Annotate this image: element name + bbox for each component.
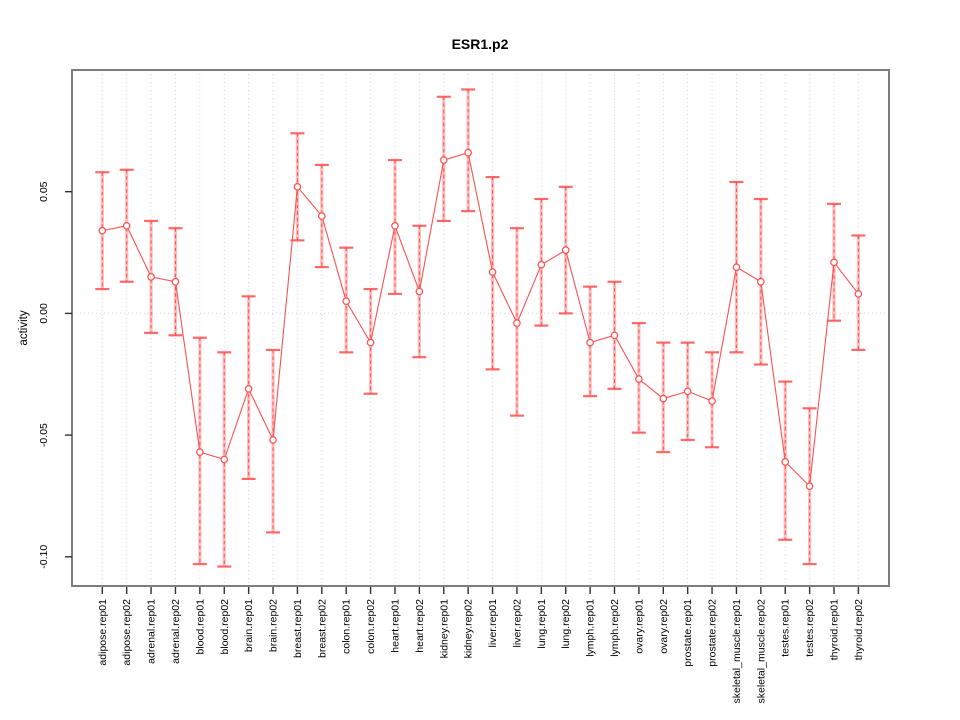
x-tick-label: adipose.rep01 — [97, 599, 109, 666]
data-point — [781, 458, 790, 466]
x-tick-label: ovary.rep01 — [633, 599, 645, 654]
data-point — [610, 331, 619, 340]
data-point — [586, 338, 594, 347]
x-tick-label: heart.rep01 — [389, 599, 401, 653]
data-point — [391, 221, 399, 230]
data-point — [683, 387, 692, 396]
x-tick-label: thyroid.rep02 — [853, 599, 865, 660]
data-point — [659, 394, 668, 403]
error-bars — [95, 88, 866, 568]
x-tick-label: brain.rep01 — [243, 599, 255, 652]
data-point — [464, 148, 472, 157]
x-tick-label: colon.rep02 — [365, 599, 377, 654]
data-point — [635, 375, 643, 383]
data-points — [98, 148, 863, 491]
data-point — [415, 287, 424, 296]
x-tick-label: heart.rep02 — [414, 599, 426, 653]
data-point — [122, 221, 131, 230]
data-point — [366, 338, 375, 347]
x-tick-label: kidney.rep01 — [438, 599, 450, 659]
x-tick-label: lung.rep01 — [536, 599, 548, 649]
x-tick-label: liver.rep01 — [487, 599, 499, 648]
data-point — [342, 297, 351, 306]
data-point — [98, 226, 107, 235]
y-tick-label: -0.05 — [38, 423, 50, 447]
data-point — [830, 258, 838, 267]
x-tick-label: testes.rep02 — [804, 599, 816, 657]
x-tick-label: liver.rep02 — [511, 599, 523, 648]
x-tick-label: adrenal.rep02 — [170, 599, 182, 664]
data-point — [269, 436, 277, 444]
x-tick-label: brain.rep02 — [268, 599, 280, 652]
plot-box — [71, 69, 890, 587]
data-point — [757, 277, 765, 286]
axes: 0.05 0.00 -0.05 -0.10 adipose.rep01 adipose.r… — [38, 69, 890, 704]
data-point — [439, 156, 448, 164]
x-tick-label: prostate.rep02 — [707, 599, 719, 667]
data-point — [488, 268, 497, 276]
data-point — [854, 290, 863, 298]
data-point — [561, 246, 570, 254]
data-point — [171, 277, 180, 286]
data-point — [293, 183, 302, 191]
data-point — [317, 212, 326, 220]
series-line — [102, 152, 859, 488]
data-point — [732, 263, 741, 271]
data-point — [537, 260, 546, 269]
x-tick-label: breast.rep02 — [316, 599, 328, 658]
y-tick-label: 0.00 — [38, 303, 50, 324]
data-point — [147, 273, 155, 281]
y-tick-label: -0.10 — [38, 545, 50, 569]
x-tick-label: skeletal_muscle.rep02 — [755, 599, 767, 704]
x-tick-label: blood.rep01 — [194, 599, 206, 655]
x-tick-label: ovary.rep02 — [658, 599, 670, 654]
data-point — [708, 397, 716, 405]
x-tick-label: adipose.rep02 — [121, 599, 133, 666]
x-tick-label: prostate.rep01 — [682, 599, 694, 667]
gridlines — [72, 70, 889, 586]
x-tick-label: lymph.rep02 — [609, 599, 621, 657]
data-point — [196, 448, 204, 456]
x-tick-label: thyroid.rep01 — [829, 599, 841, 660]
data-point — [220, 455, 229, 464]
series-polyline — [102, 152, 859, 488]
data-point — [513, 319, 521, 327]
x-tick-label: lung.rep02 — [560, 599, 572, 649]
data-point — [805, 482, 814, 491]
y-axis-label: activity — [18, 310, 30, 345]
data-point — [244, 385, 253, 393]
y-tick-label: 0.05 — [38, 181, 50, 202]
x-tick-label: testes.rep01 — [780, 599, 792, 657]
x-tick-label: kidney.rep02 — [463, 599, 475, 659]
x-tick-label: adrenal.rep01 — [146, 599, 158, 664]
x-tick-label: skeletal_muscle.rep01 — [731, 599, 743, 704]
x-tick-label: breast.rep01 — [292, 599, 304, 658]
x-tick-label: blood.rep02 — [219, 599, 231, 655]
x-tick-label: lymph.rep01 — [585, 599, 597, 657]
x-tick-label: colon.rep01 — [341, 599, 353, 654]
chart-title: ESR1.p2 — [452, 36, 509, 52]
